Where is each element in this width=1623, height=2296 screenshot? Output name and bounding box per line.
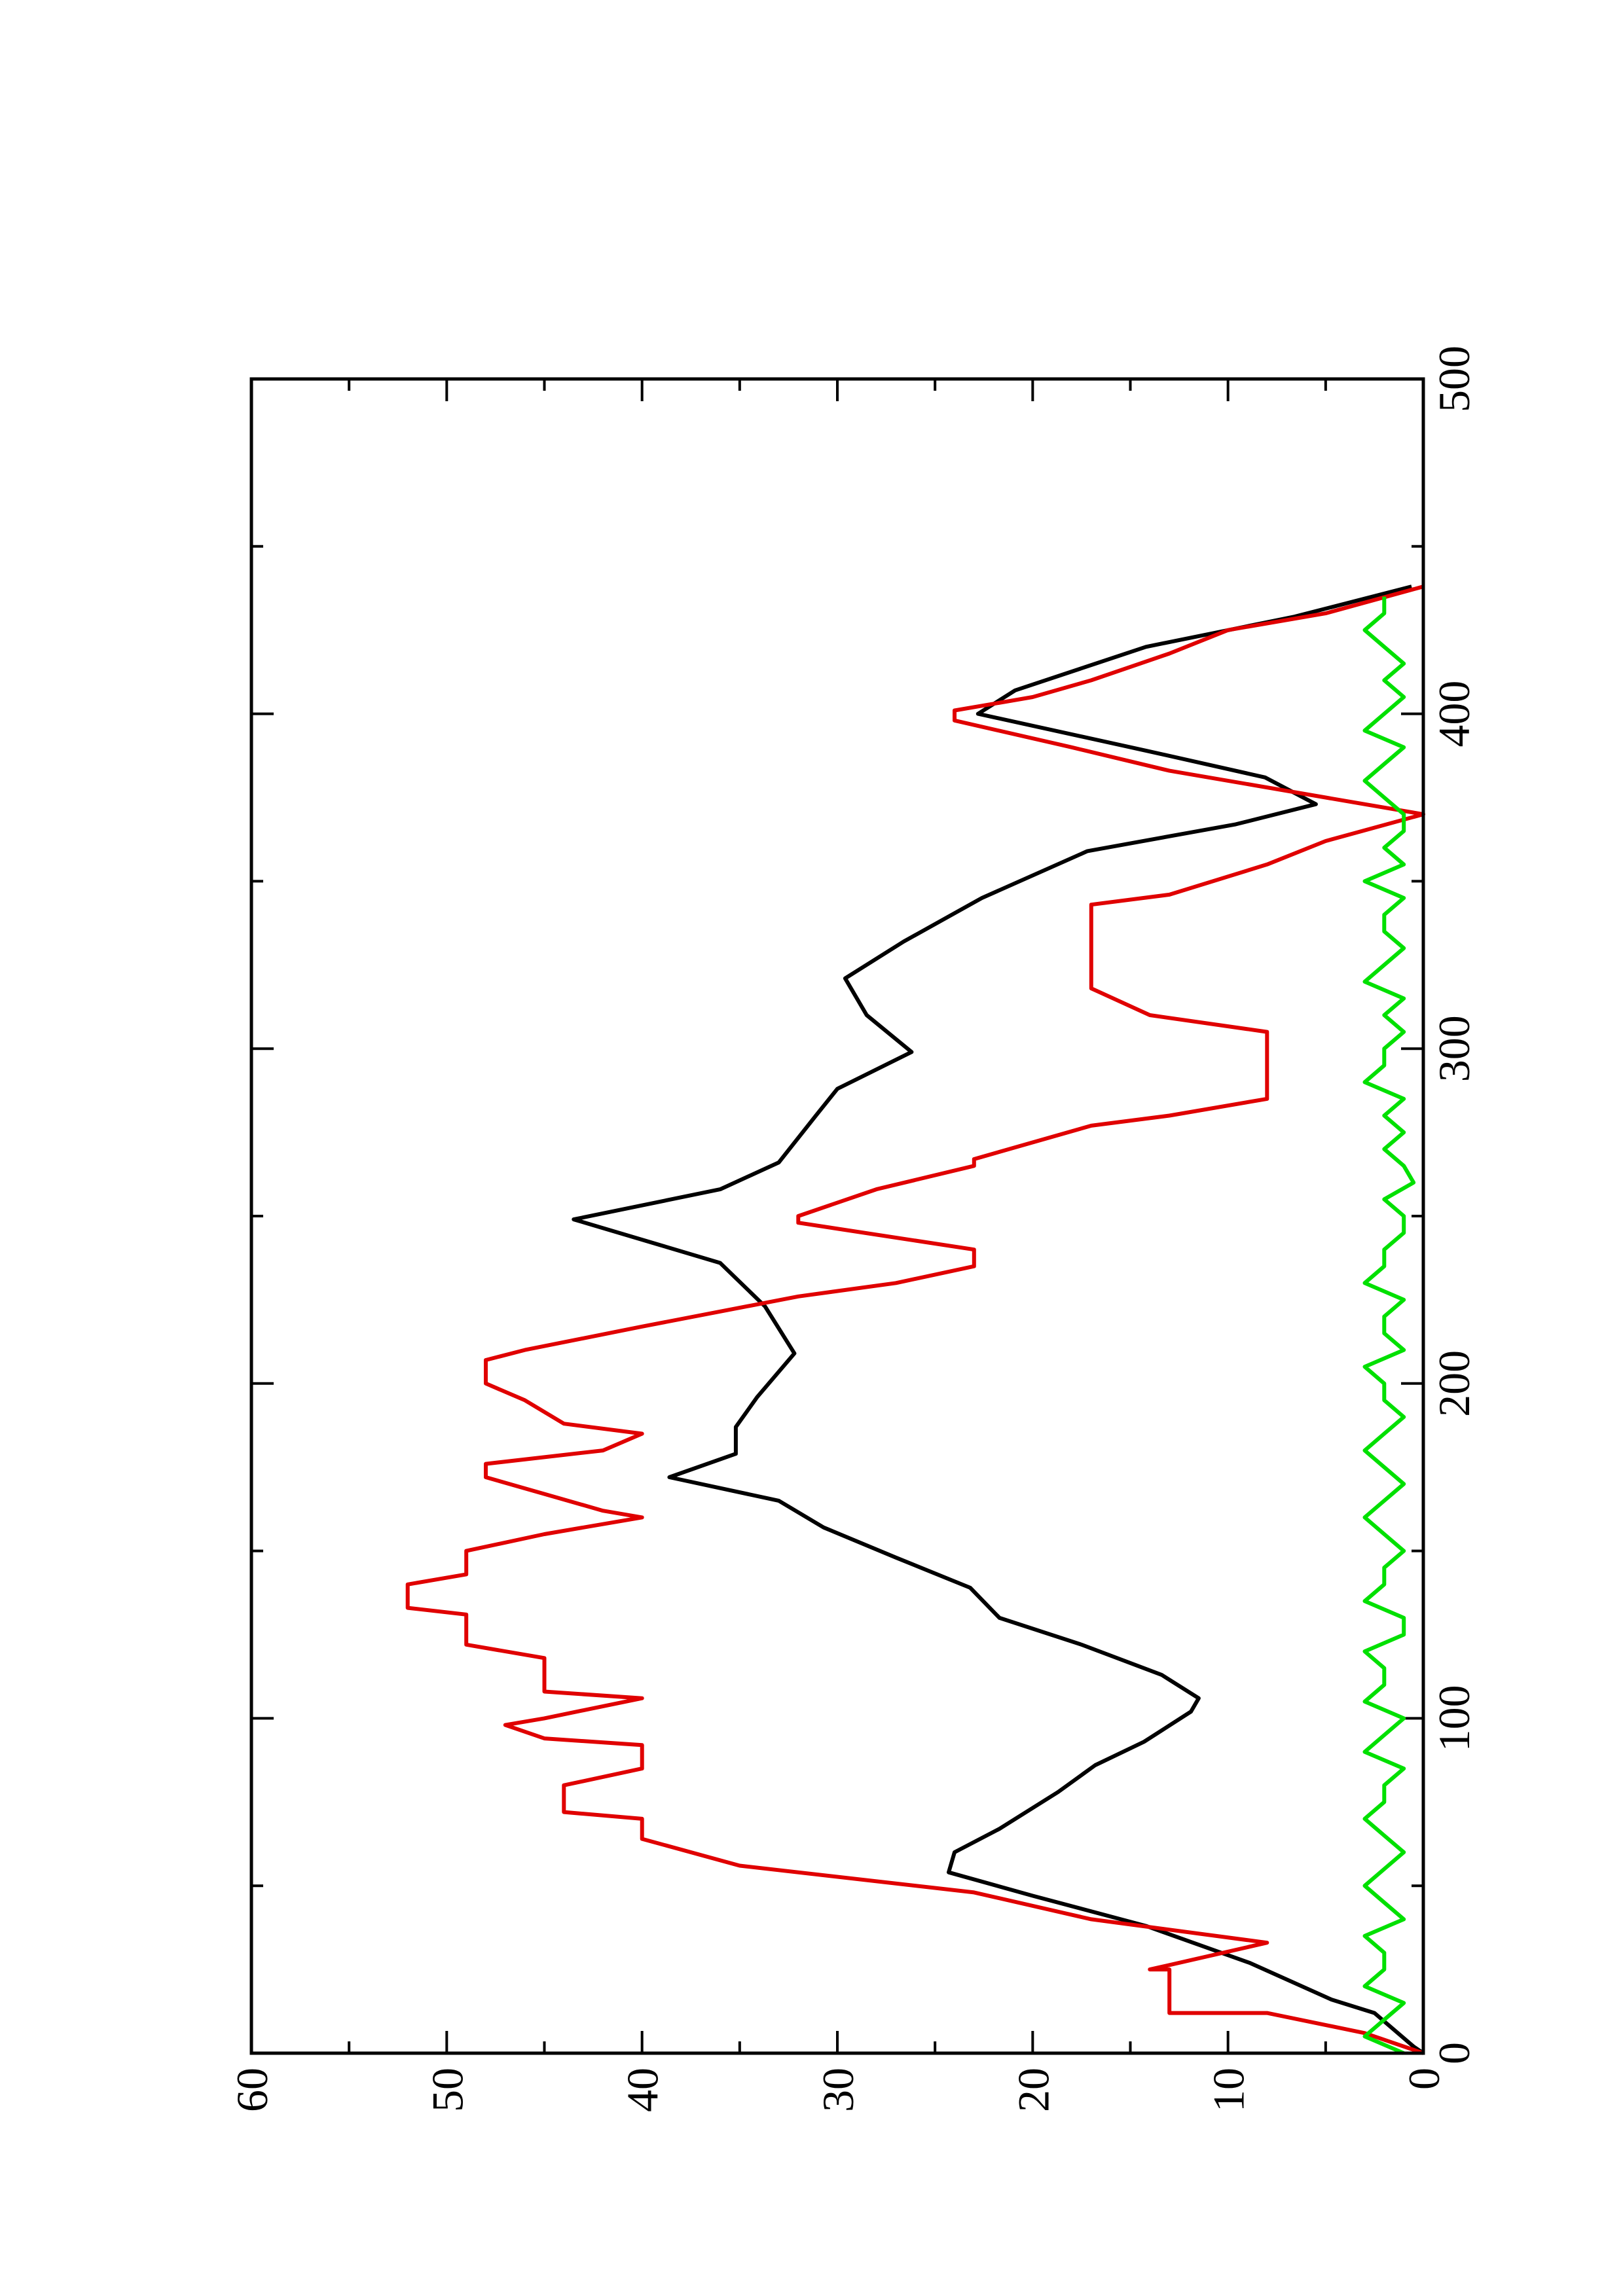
x-tick-label: 200 bbox=[1429, 1350, 1479, 1417]
y-tick-label: 60 bbox=[227, 2068, 277, 2112]
y-tick-label: 40 bbox=[618, 2068, 668, 2112]
data-line bbox=[405, 584, 1425, 2055]
x-tick-label: 0 bbox=[1429, 2042, 1479, 2064]
y-tick-label: 20 bbox=[1008, 2068, 1058, 2112]
y-tick-label: 50 bbox=[422, 2068, 472, 2112]
plot-frame bbox=[249, 377, 1425, 2055]
x-tick-label: 300 bbox=[1429, 1015, 1479, 1082]
y-tick-label: 10 bbox=[1204, 2068, 1254, 2112]
plot-area: 0 100 200 300 400 500 0 10 20 30 40 50 60 bbox=[227, 346, 1479, 2112]
data-line bbox=[1362, 596, 1416, 2055]
x-tick-label: 500 bbox=[1429, 346, 1479, 412]
data-line bbox=[572, 584, 1425, 2055]
x-tick-label: 100 bbox=[1429, 1685, 1479, 1751]
y-tick-label: 30 bbox=[813, 2068, 863, 2112]
y-tick-label: 0 bbox=[1399, 2068, 1449, 2090]
x-tick-label: 400 bbox=[1429, 681, 1479, 747]
